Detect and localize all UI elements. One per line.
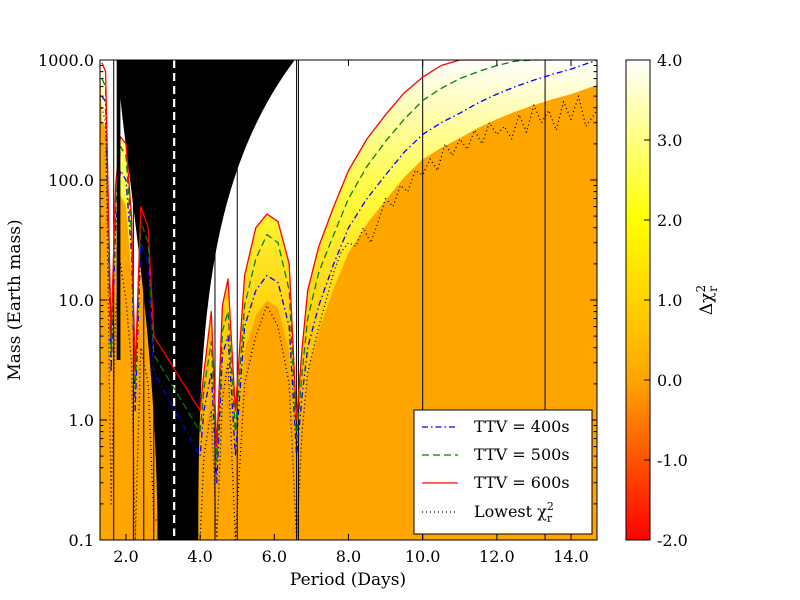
y-tick-label: 10.0 (58, 291, 94, 310)
colorbar-tick-label: 1.0 (657, 291, 682, 310)
y-tick-label: 100.0 (48, 171, 94, 190)
colorbar-tick-label: 2.0 (657, 211, 682, 230)
x-tick-label: 10.0 (405, 547, 441, 566)
colorbar-tick-label: -1.0 (657, 451, 688, 470)
x-tick-label: 12.0 (479, 547, 515, 566)
x-tick-label: 8.0 (336, 547, 361, 566)
y-tick-label: 1.0 (69, 411, 94, 430)
legend-box (413, 409, 593, 535)
series-lines (101, 60, 597, 540)
plot-area (100, 60, 597, 540)
series-line-2 (101, 60, 497, 448)
x-tick-label: 4.0 (187, 547, 212, 566)
x-axis-label: Period (Days) (290, 570, 406, 590)
x-tick-label: 2.0 (113, 547, 138, 566)
unstable-region (116, 60, 295, 540)
y-tick-label: 0.1 (69, 531, 94, 550)
colorbar-label: Δχ2r (694, 285, 720, 315)
y-axis-ticks: 0.1 1.0 10.0 100.0 1000.0 (38, 51, 597, 550)
x-tick-label: 6.0 (262, 547, 287, 566)
colorbar-tick-label: 3.0 (657, 131, 682, 150)
series-line-0 (101, 60, 597, 484)
colorbar-ticks: -2.0 -1.0 0.0 1.0 2.0 3.0 4.0 (644, 51, 688, 550)
unstable-region-spike (116, 60, 121, 360)
x-axis-ticks: 2.0 4.0 6.0 8.0 10.0 12.0 14.0 (113, 60, 589, 566)
colorbar-tick-label: -2.0 (657, 531, 688, 550)
colorbar-tick-label: 4.0 (657, 51, 682, 70)
legend: TTV = 400s TTV = 500s TTV = 600s Lowest … (413, 409, 593, 535)
legend-label-ttv-500s: TTV = 500s (474, 445, 570, 464)
colorbar-tick-label: 0.0 (657, 371, 682, 390)
colorbar: -2.0 -1.0 0.0 1.0 2.0 3.0 4.0 Δχ2r (625, 51, 720, 550)
legend-label-ttv-400s: TTV = 400s (474, 417, 570, 436)
legend-label-ttv-600s: TTV = 600s (474, 473, 570, 492)
legend-label-lowest-chi2: Lowest χ2 r (474, 500, 554, 525)
y-axis-label: Mass (Earth mass) (5, 219, 25, 380)
x-tick-label: 14.0 (553, 547, 589, 566)
y-tick-label: 1000.0 (38, 51, 94, 70)
